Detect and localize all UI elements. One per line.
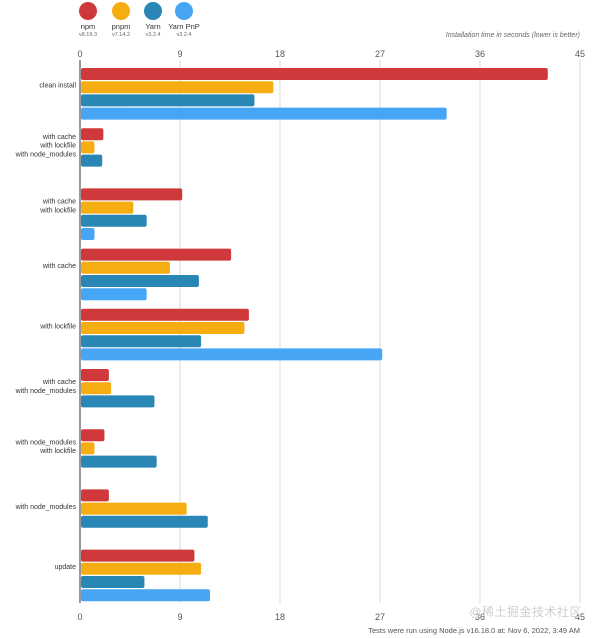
category-label-line: with cache: [42, 263, 76, 270]
category-label: with cache: [42, 263, 76, 270]
category-label-line: with node_modules: [15, 152, 77, 159]
bar-pnpm: [81, 141, 95, 154]
category-label-line: with cache: [42, 134, 76, 141]
bar-npm: [81, 248, 232, 261]
legend-version: v3.2.4: [145, 32, 161, 38]
category-label-line: update: [55, 564, 77, 571]
x-tick-label-top: 9: [177, 49, 182, 59]
category-label: with cache with lockfile with node_modules: [15, 134, 77, 159]
bar-npm: [81, 308, 249, 321]
x-tick-label-top: 27: [375, 49, 385, 59]
category-label-line: with node_modules: [15, 504, 77, 511]
bar-yarn: [81, 335, 202, 348]
bar-pnpm: [81, 201, 134, 214]
watermark: @稀土掘金技术社区: [469, 605, 582, 619]
bar-yarn: [81, 455, 157, 468]
bar-pnpm: [81, 382, 112, 395]
bar-yarn: [81, 275, 199, 287]
footer-note: Tests were run using Node.js v16.18.0 at…: [368, 626, 580, 635]
x-tick-label-bottom: 0: [77, 612, 82, 622]
category-label: with cache with lockfile: [39, 199, 76, 215]
bar-pnpm: [81, 322, 245, 334]
legend-name: pnpm: [111, 22, 131, 31]
legend-name: npm: [80, 22, 96, 31]
category-label: with cache with node_modules: [15, 379, 77, 395]
bar-npm: [81, 549, 195, 562]
x-tick-label-bottom: 27: [375, 612, 385, 622]
category-label-line: with node_modules: [15, 439, 77, 446]
bar-yarn: [81, 576, 145, 588]
bar-npm: [81, 369, 109, 381]
x-tick-label-bottom: 18: [275, 612, 285, 622]
bar-yarn: [81, 94, 255, 107]
bar-npm: [81, 128, 104, 141]
category-label: with lockfile: [39, 323, 76, 330]
bar-yarn-pnp: [81, 348, 383, 361]
category-label-line: clean install: [39, 83, 76, 90]
bar-yarn: [81, 214, 147, 227]
bar-yarn: [81, 515, 208, 528]
category-label-line: with node_modules: [15, 388, 77, 395]
legend-name: Yarn PnP: [168, 22, 200, 31]
x-tick-label-top: 18: [275, 49, 285, 59]
bar-pnpm: [81, 81, 274, 94]
bar-npm: [81, 68, 548, 80]
axis-ticks: 0 0 9 9 18 18 27 27 36 36 45 45: [77, 49, 585, 622]
legend-item-pnpm: pnpm v7.14.2: [101, 2, 141, 39]
x-tick-label-bottom: 45: [575, 612, 585, 622]
bar-yarn-pnp: [81, 107, 447, 120]
bar-yarn: [81, 154, 103, 167]
legend-item-npm: npm v8.19.3: [68, 2, 108, 39]
bar-pnpm: [81, 562, 202, 575]
yarn-pnp-color-dot: [175, 2, 193, 20]
category-label-line: with lockfile: [39, 207, 76, 214]
bar-npm: [81, 429, 105, 442]
category-label: with node_modules: [15, 504, 77, 511]
x-tick-label-top: 0: [77, 49, 82, 59]
legend-version: v7.14.2: [111, 32, 131, 38]
category-label-line: with lockfile: [39, 323, 76, 330]
bar-pnpm: [81, 442, 95, 455]
bar-yarn-pnp: [81, 228, 95, 240]
bar-yarn-pnp: [81, 589, 210, 602]
category-label: clean install: [39, 83, 76, 90]
bar-yarn-pnp: [81, 288, 147, 301]
x-tick-label-bottom: 9: [177, 612, 182, 622]
category-label-line: with cache: [42, 199, 76, 206]
category-label-line: with lockfile: [39, 143, 76, 150]
bar-yarn: [81, 395, 155, 408]
yarn-color-dot: [144, 2, 162, 20]
category-label-line: with cache: [42, 379, 76, 386]
bars: [81, 68, 548, 602]
bar-npm: [81, 489, 109, 502]
x-tick-label-top: 36: [475, 49, 485, 59]
gridlines: [79, 60, 581, 603]
npm-color-dot: [79, 2, 97, 20]
legend-version: v8.19.3: [78, 32, 98, 38]
legend-item-yarn-pnp: Yarn PnP v3.2.4: [164, 2, 204, 39]
axis-title: Installation time in seconds (lower is b…: [445, 32, 580, 39]
category-label: update: [55, 564, 77, 571]
category-label-line: with lockfile: [39, 448, 76, 455]
bar-pnpm: [81, 502, 187, 515]
bar-npm: [81, 188, 183, 201]
legend-item-yarn: Yarn v3.2.4: [133, 2, 173, 39]
x-tick-label-top: 45: [575, 49, 585, 59]
bar-pnpm: [81, 261, 170, 274]
pnpm-color-dot: [112, 2, 130, 20]
legend-version: v3.2.4: [176, 32, 192, 38]
legend-name: Yarn: [145, 22, 161, 31]
x-tick-label-bottom: 36: [475, 612, 485, 622]
